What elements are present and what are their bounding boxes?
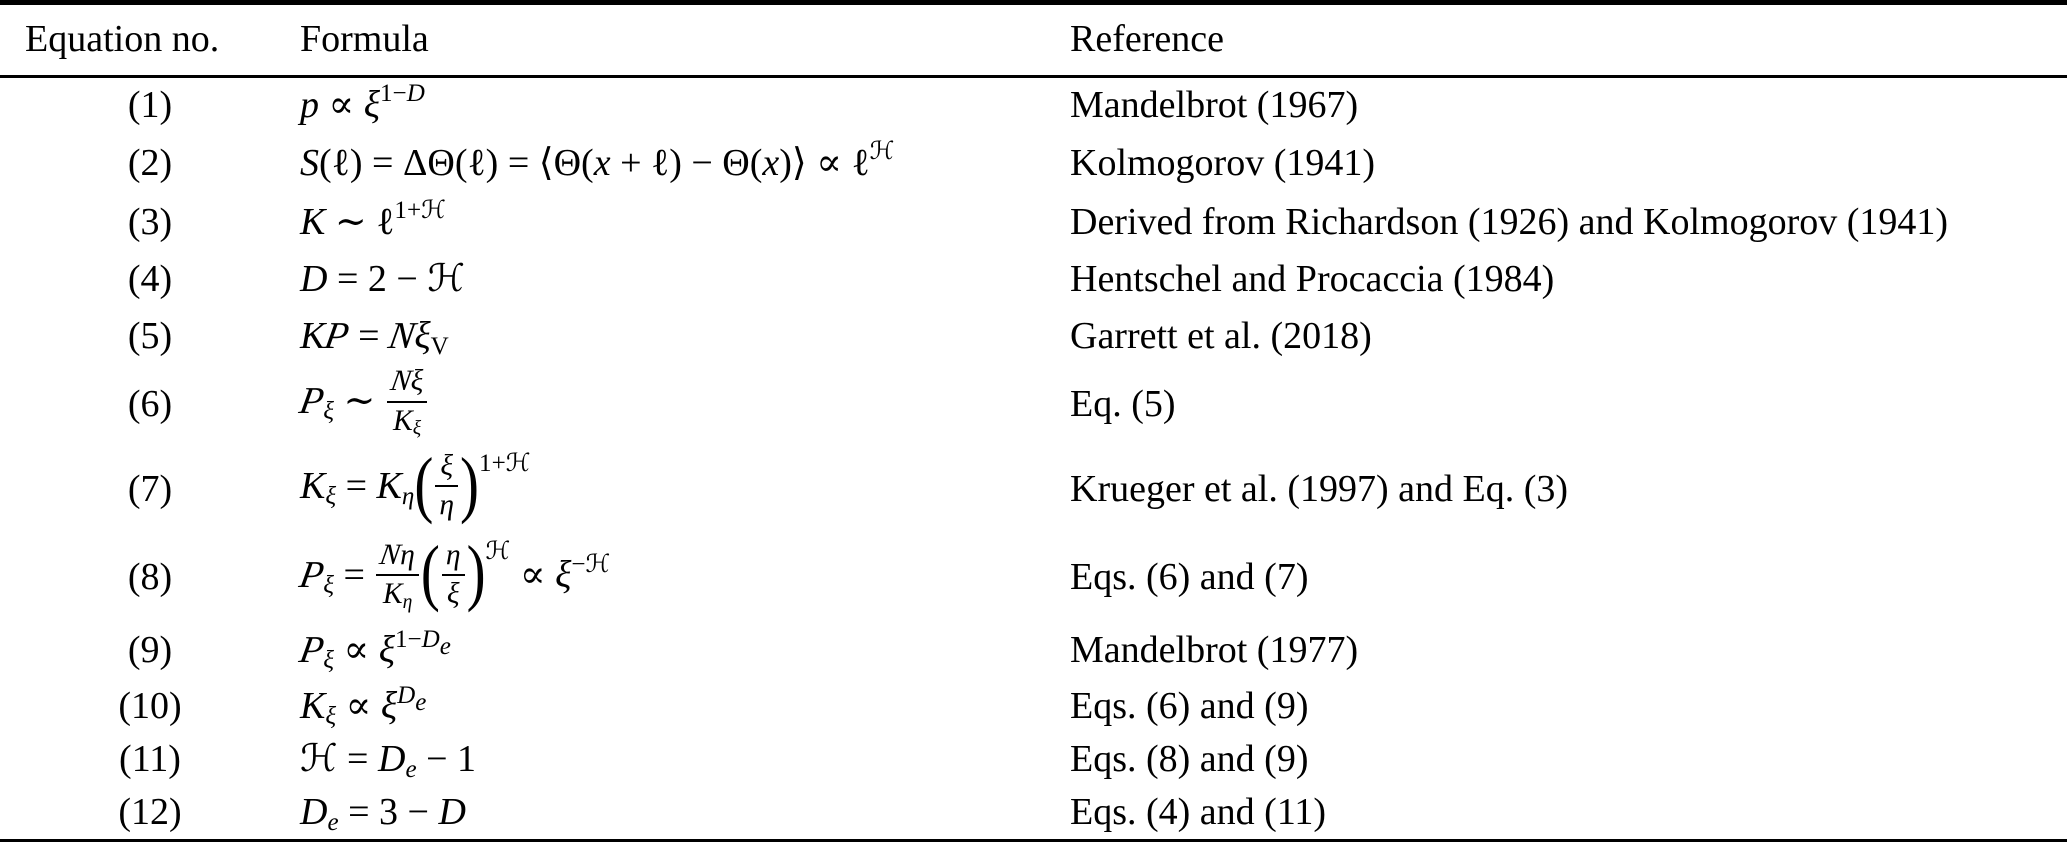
table-row: (8) Pξ = Nη Kη(η ξ)ℋ ∝ ξ−ℋ Eqs. (6) and (7… — [0, 531, 2067, 621]
table-top-rule — [0, 0, 2067, 5]
equation-formula: De = 3 − D — [300, 791, 466, 837]
equation-reference: Eqs. (6) and (7) — [1070, 556, 1309, 599]
table-row: (2) S(ℓ) = ΔΘ(ℓ) = ⟨Θ(x + ℓ) − Θ(x)⟩ ∝ ℓ… — [0, 134, 2067, 194]
equation-reference: Eqs. (4) and (11) — [1070, 791, 1327, 834]
equation-reference: Kolmogorov (1941) — [1070, 141, 1376, 184]
equation-number: (9) — [127, 629, 173, 672]
equation-formula: Kξ ∝ ξDe — [300, 681, 427, 731]
equation-number: (7) — [127, 467, 173, 510]
equation-reference: Eq. (5) — [1070, 382, 1176, 425]
equation-reference: Mandelbrot (1967) — [1070, 83, 1359, 126]
equation-number: (6) — [127, 382, 173, 425]
equation-number: (10) — [118, 685, 182, 728]
equation-formula: ℋ = De − 1 — [300, 738, 477, 784]
equation-formula: Pξ = Nη Kη(η ξ)ℋ ∝ ξ−ℋ — [296, 531, 611, 614]
table-row: (10) Kξ ∝ ξDe Eqs. (6) and (9) — [0, 681, 2067, 733]
table-row: (6) Pξ ∼ Nξ Kξ Eq. (5) — [0, 365, 2067, 444]
equation-formula: Kξ = Kη(ξ η)1+ℋ — [300, 442, 531, 525]
table-header-row: Equation no. Formula Reference — [0, 5, 2067, 75]
equation-formula: D = 2 − ℋ — [300, 257, 465, 300]
equation-number: (2) — [127, 141, 173, 184]
equation-reference: Hentschel and Procaccia (1984) — [1070, 257, 1555, 300]
equation-formula: p ∝ ξ1−D — [300, 80, 425, 126]
table-row: (3) K ∼ ℓ1+ℋ Derived from Richardson (19… — [0, 194, 2067, 252]
equation-number: (1) — [127, 83, 173, 126]
table-row: (5) KP = NξV Garrett et al. (2018) — [0, 308, 2067, 366]
equation-number: (8) — [127, 556, 173, 599]
equation-number: (11) — [119, 738, 181, 781]
table-row: (4) D = 2 − ℋ Hentschel and Procaccia (1… — [0, 252, 2067, 308]
equation-reference: Krueger et al. (1997) and Eq. (3) — [1070, 467, 1569, 510]
equation-formula: Pξ ∼ Nξ Kξ — [296, 365, 1070, 440]
equation-formula: Pξ ∝ ξ1−De — [296, 625, 451, 675]
column-header-equation-no: Equation no. — [25, 18, 220, 61]
column-header-reference: Reference — [1070, 18, 1224, 61]
equation-number: (4) — [127, 257, 173, 300]
equation-number: (5) — [127, 314, 173, 357]
equation-formula: K ∼ ℓ1+ℋ — [300, 197, 446, 243]
equation-number: (12) — [118, 791, 182, 834]
equation-reference: Garrett et al. (2018) — [1070, 314, 1372, 357]
equation-formula: S(ℓ) = ΔΘ(ℓ) = ⟨Θ(x + ℓ) − Θ(x)⟩ ∝ ℓℋ — [300, 138, 895, 184]
table-row: (11) ℋ = De − 1 Eqs. (8) and (9) — [0, 733, 2067, 787]
equation-reference: Eqs. (8) and (9) — [1070, 738, 1309, 781]
equation-formula: KP = NξV — [300, 314, 449, 360]
column-header-formula: Formula — [300, 18, 429, 61]
equation-reference: Eqs. (6) and (9) — [1070, 685, 1309, 728]
table-row: (9) Pξ ∝ ξ1−De Mandelbrot (1977) — [0, 621, 2067, 681]
table-bottom-rule — [0, 839, 2067, 842]
equation-reference: Mandelbrot (1977) — [1070, 629, 1359, 672]
table-row: (7) Kξ = Kη(ξ η)1+ℋ Krueger et al. (1997)… — [0, 442, 2067, 536]
equation-number: (3) — [127, 200, 173, 243]
header-separator-rule — [0, 74, 2067, 78]
equation-reference: Derived from Richardson (1926) and Kolmo… — [1070, 200, 1949, 243]
table-row: (12) De = 3 − D Eqs. (4) and (11) — [0, 787, 2067, 839]
table-row: (1) p ∝ ξ1−D Mandelbrot (1967) — [0, 78, 2067, 134]
